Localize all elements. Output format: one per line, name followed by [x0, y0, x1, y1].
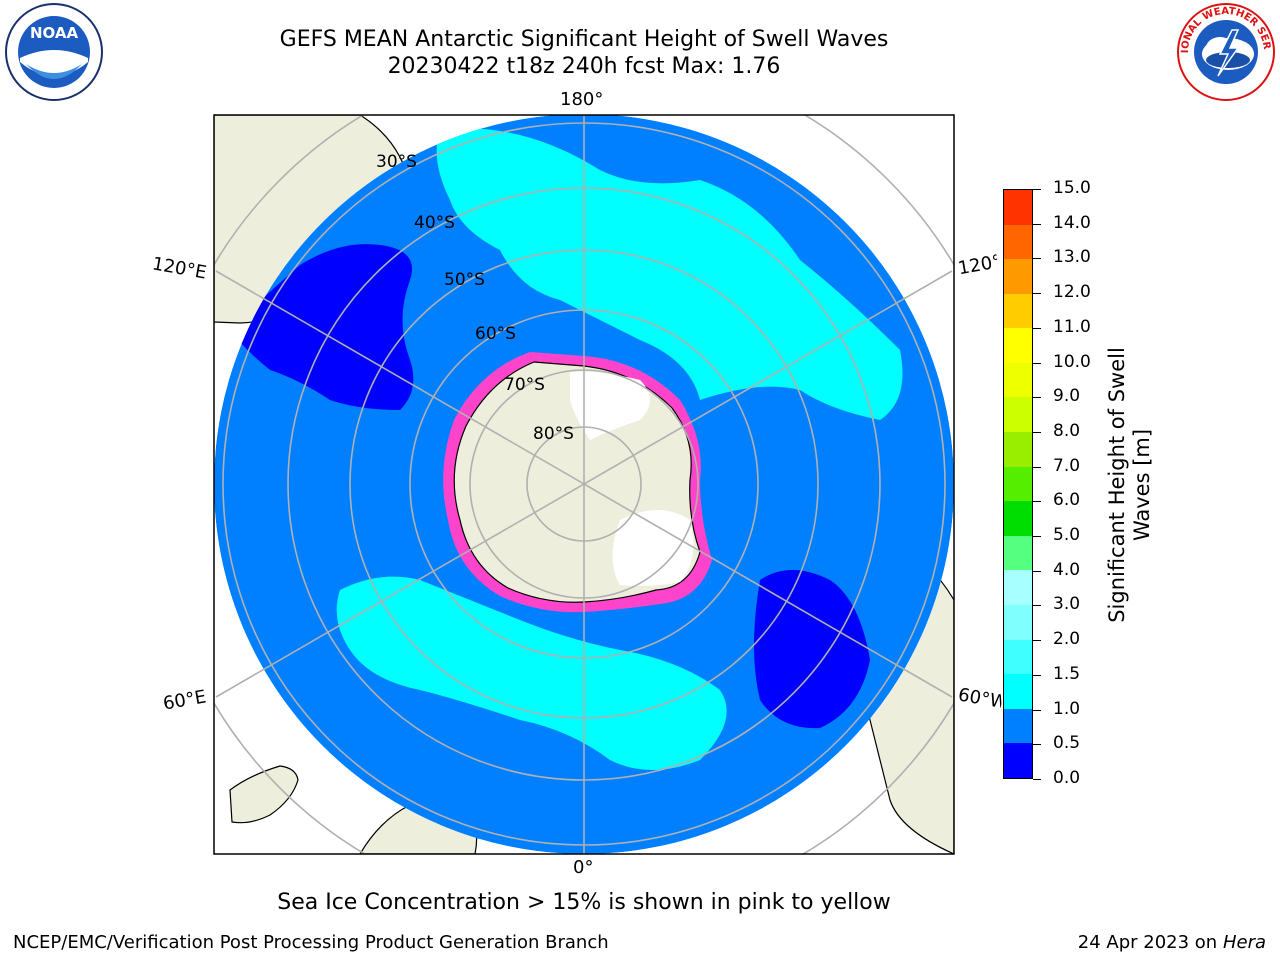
- lat-label-30s: 30°S: [376, 152, 417, 172]
- colorbar-tick-label: 15.0: [1053, 178, 1091, 198]
- colorbar-segment: [1004, 397, 1032, 433]
- colorbar-tick-label: 1.0: [1053, 698, 1081, 719]
- chart-title: GEFS MEAN Antarctic Significant Height o…: [279, 27, 889, 52]
- colorbar-tick-label: 0.5: [1053, 733, 1081, 754]
- lon-label-0: 0°: [573, 857, 594, 878]
- colorbar-segment: [1004, 501, 1032, 536]
- colorbar-segment: [1004, 605, 1032, 640]
- colorbar-label-line1: Significant Height of Swell: [1104, 347, 1129, 623]
- colorbar-segment: [1004, 259, 1032, 294]
- colorbar-tick: [1033, 640, 1041, 642]
- colorbar-tick-label: 4.0: [1053, 559, 1081, 580]
- colorbar-segment: [1004, 224, 1032, 260]
- colorbar-tick: [1033, 501, 1041, 503]
- lat-label-70s: 70°S: [504, 375, 545, 395]
- swell-cyan-atlantic: [336, 576, 727, 770]
- noaa-logo: NOAA: [5, 3, 103, 101]
- colorbar-tick-label: 0.0: [1053, 768, 1081, 788]
- colorbar-tick: [1033, 223, 1041, 225]
- lon-label-180: 180°: [560, 89, 604, 110]
- colorbar-tick: [1033, 605, 1041, 607]
- colorbar-tick: [1033, 362, 1041, 364]
- colorbar-tick: [1033, 674, 1041, 676]
- lat-label-40s: 40°S: [414, 213, 455, 233]
- colorbar-segment: [1004, 328, 1032, 363]
- colorbar-tick-label: 11.0: [1053, 316, 1091, 337]
- colorbar-tick: [1033, 744, 1041, 746]
- colorbar-tick: [1033, 293, 1041, 295]
- swell-cyan-pacific: [436, 128, 903, 421]
- colorbar-tick-label: 10.0: [1053, 351, 1091, 372]
- colorbar-tick: [1033, 779, 1041, 780]
- footer-date: 24 Apr 2023 on Hera: [1078, 932, 1266, 953]
- lat-label-50s: 50°S: [444, 270, 485, 290]
- colorbar-segment: [1004, 362, 1032, 398]
- colorbar-tick: [1033, 431, 1041, 433]
- footer-credit: NCEP/EMC/Verification Post Processing Pr…: [13, 932, 609, 953]
- colorbar-segment: [1004, 743, 1032, 778]
- colorbar-tick-label: 1.5: [1053, 663, 1081, 684]
- colorbar-segment: [1004, 466, 1032, 502]
- nws-logo: NATIONAL WEATHER SERVICE: [1176, 2, 1275, 101]
- colorbar-tick: [1033, 570, 1041, 572]
- colorbar-segment: [1004, 535, 1032, 571]
- colorbar-tick-label: 13.0: [1053, 247, 1091, 268]
- colorbar-label: Significant Height of Swell Waves [m]: [1105, 347, 1155, 623]
- lat-label-60s: 60°S: [475, 324, 516, 344]
- colorbar-tick: [1033, 709, 1041, 711]
- colorbar-tick-label: 12.0: [1053, 282, 1091, 303]
- colorbar-tick: [1033, 189, 1041, 190]
- colorbar-tick: [1033, 258, 1041, 260]
- sea-ice-note: Sea Ice Concentration > 15% is shown in …: [277, 890, 891, 915]
- colorbar-tick-label: 7.0: [1053, 455, 1081, 476]
- lat-label-80s: 80°S: [533, 424, 574, 444]
- ice-shelf-weddell: [612, 510, 694, 586]
- colorbar-tick-label: 9.0: [1053, 386, 1081, 407]
- colorbar-segment: [1004, 639, 1032, 675]
- dark-swell-drake: [754, 570, 870, 729]
- colorbar-label-line2: Waves [m]: [1130, 428, 1154, 542]
- colorbar-segment: [1004, 674, 1032, 709]
- colorbar-segment: [1004, 189, 1032, 225]
- dark-swell-australia: [230, 244, 414, 410]
- colorbar-segment: [1004, 293, 1032, 329]
- colorbar-tick-label: 2.0: [1053, 629, 1081, 650]
- colorbar-tick: [1033, 327, 1041, 329]
- colorbar-tick: [1033, 397, 1041, 399]
- colorbar-tick-label: 6.0: [1053, 490, 1081, 511]
- colorbar-segment: [1004, 570, 1032, 606]
- footer-machine: Hera: [1222, 932, 1266, 953]
- footer-date-text: 24 Apr 2023 on: [1077, 932, 1223, 953]
- colorbar-segment: [1004, 708, 1032, 744]
- colorbar-tick: [1033, 536, 1041, 538]
- colorbar-segment: [1004, 432, 1032, 467]
- colorbar-tick-label: 5.0: [1053, 525, 1081, 546]
- chart-subtitle: 20230422 t18z 240h fcst Max: 1.76: [387, 54, 781, 79]
- noaa-logo-text: NOAA: [30, 24, 79, 42]
- ice-shelf-ross: [570, 371, 650, 440]
- colorbar-tick-label: 14.0: [1053, 212, 1091, 233]
- colorbar: [1003, 189, 1033, 779]
- colorbar-tick-label: 8.0: [1053, 420, 1081, 441]
- colorbar-tick-label: 3.0: [1053, 594, 1081, 615]
- colorbar-tick: [1033, 466, 1041, 468]
